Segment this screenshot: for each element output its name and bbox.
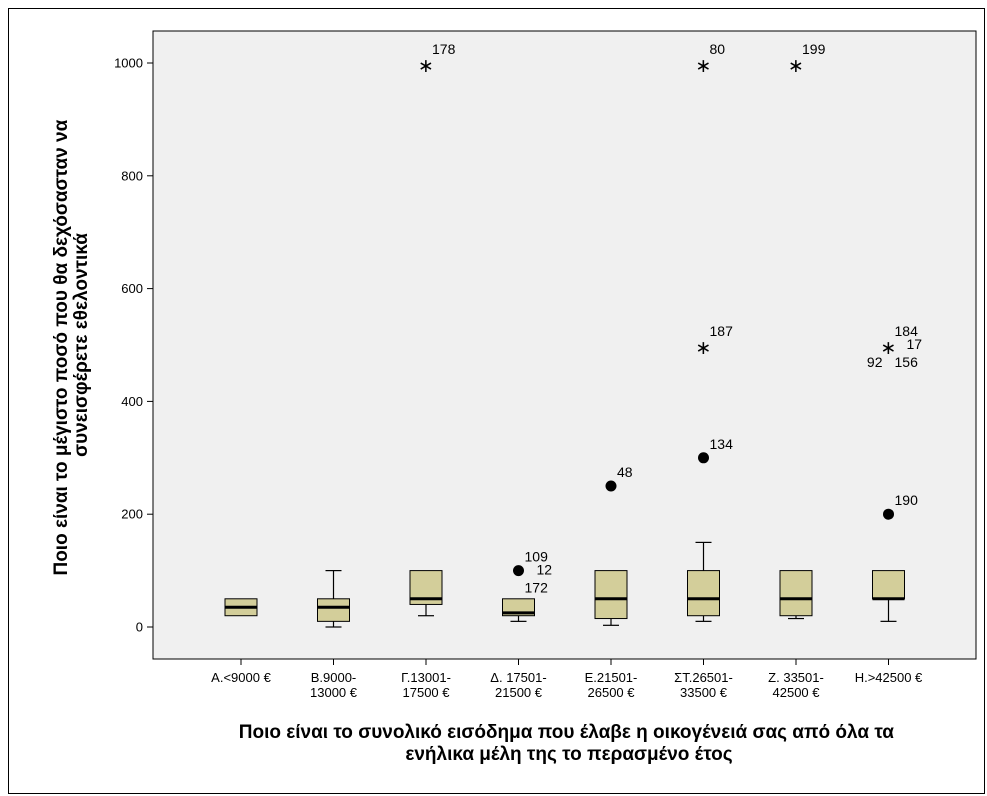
case-number-label: 172 [525, 580, 549, 596]
x-tick-label-line: Α.<9000 € [211, 670, 271, 685]
outlier-star: ∗ [696, 337, 712, 359]
x-tick-label: ΣΤ.26501-33500 € [674, 670, 733, 700]
x-axis-title-line-2: ενήλικα μέλη της το περασμένο έτος [405, 744, 732, 765]
x-tick-label: Ζ. 33501-42500 € [768, 670, 824, 700]
case-number-label: 134 [710, 436, 734, 452]
y-tick-label: 800 [121, 168, 143, 183]
x-tick-label: Γ.13001-17500 € [401, 670, 451, 700]
y-tick-label: 1000 [114, 56, 143, 71]
x-tick-label-line: ΣΤ.26501- [674, 670, 733, 685]
y-axis-title: Ποιο είναι το μέγιστο ποσό που θα δεχόσα… [51, 114, 92, 575]
x-tick-label: Α.<9000 € [211, 670, 271, 685]
chart-frame: 0 200 400 600 800 1000 ∗ ∗ ∗ ∗ ∗ 178 109 12 172 48 80 1… [8, 8, 985, 794]
case-number-label: 178 [432, 41, 456, 57]
case-number-label: 156 [895, 354, 919, 370]
x-axis-title-line-1: Ποιο είναι το συνολικό εισόδημα που έλαβ… [239, 722, 895, 743]
box-iqr [687, 570, 720, 617]
outlier-star: ∗ [696, 55, 712, 77]
x-axis-title: Ποιο είναι το συνολικό εισόδημα που έλαβ… [239, 722, 899, 765]
x-tick-label-line: Ζ. 33501- [768, 670, 824, 685]
x-tick-label-line: Ε.21501- [585, 670, 638, 685]
y-tick-label: 0 [136, 620, 143, 635]
box-iqr [779, 570, 813, 617]
x-tick-label-line: 21500 € [495, 685, 543, 700]
x-tick-label-line: 42500 € [773, 685, 821, 700]
y-axis-title-line-1: Ποιο είναι το μέγιστο ποσό που θα δεχόσα… [51, 119, 72, 575]
outlier-circle [698, 452, 709, 464]
boxes [224, 541, 905, 628]
case-number-label: 184 [895, 323, 919, 339]
x-tick-label: Ε.21501-26500 € [585, 670, 638, 700]
x-tick-label: Β.9000-13000 € [310, 670, 358, 700]
x-tick-label: Η.>42500 € [855, 670, 923, 685]
outlier-star: ∗ [881, 337, 897, 359]
box-iqr [317, 598, 350, 622]
case-number-label: 109 [525, 549, 549, 565]
x-axis: Α.<9000 € Β.9000-13000 € Γ.13001-17500 € Δ.… [211, 659, 923, 700]
x-tick-label-line: 13000 € [310, 685, 358, 700]
x-tick-label-line: Δ. 17501- [490, 670, 546, 685]
case-number-label: 92 [867, 354, 883, 370]
y-tick-label: 400 [121, 394, 143, 409]
x-tick-label-line: 26500 € [588, 685, 636, 700]
y-axis-title-line-2: συνεισφέρετε εθελοντικά [71, 233, 92, 457]
y-tick-label: 600 [121, 281, 143, 296]
y-tick-label: 200 [121, 507, 143, 522]
case-number-label: 199 [802, 41, 826, 57]
outlier-circle [605, 480, 617, 492]
outlier-star: ∗ [788, 55, 804, 77]
outlier-circle [513, 565, 524, 577]
x-tick-label-line: 17500 € [403, 685, 451, 700]
outlier-star: ∗ [418, 55, 434, 77]
outlier-circle [883, 508, 894, 520]
outliers: ∗ ∗ ∗ ∗ ∗ [418, 55, 897, 577]
x-tick-label-line: 33500 € [680, 685, 728, 700]
x-tick-label-line: Η.>42500 € [855, 670, 923, 685]
case-number-label: 48 [617, 464, 633, 480]
box-iqr [594, 570, 628, 620]
case-number-label: 80 [710, 41, 726, 57]
x-tick-label-line: Γ.13001- [401, 670, 451, 685]
x-tick-label: Δ. 17501-21500 € [490, 670, 546, 700]
case-number-label: 190 [895, 492, 919, 508]
x-tick-label-line: Β.9000- [311, 670, 357, 685]
y-axis: 0 200 400 600 800 1000 [114, 56, 153, 635]
box-iqr [872, 570, 905, 600]
plot-area [152, 30, 977, 660]
case-number-label: 187 [710, 323, 734, 339]
case-number-label: 17 [907, 336, 923, 352]
case-number-label: 12 [537, 562, 553, 578]
